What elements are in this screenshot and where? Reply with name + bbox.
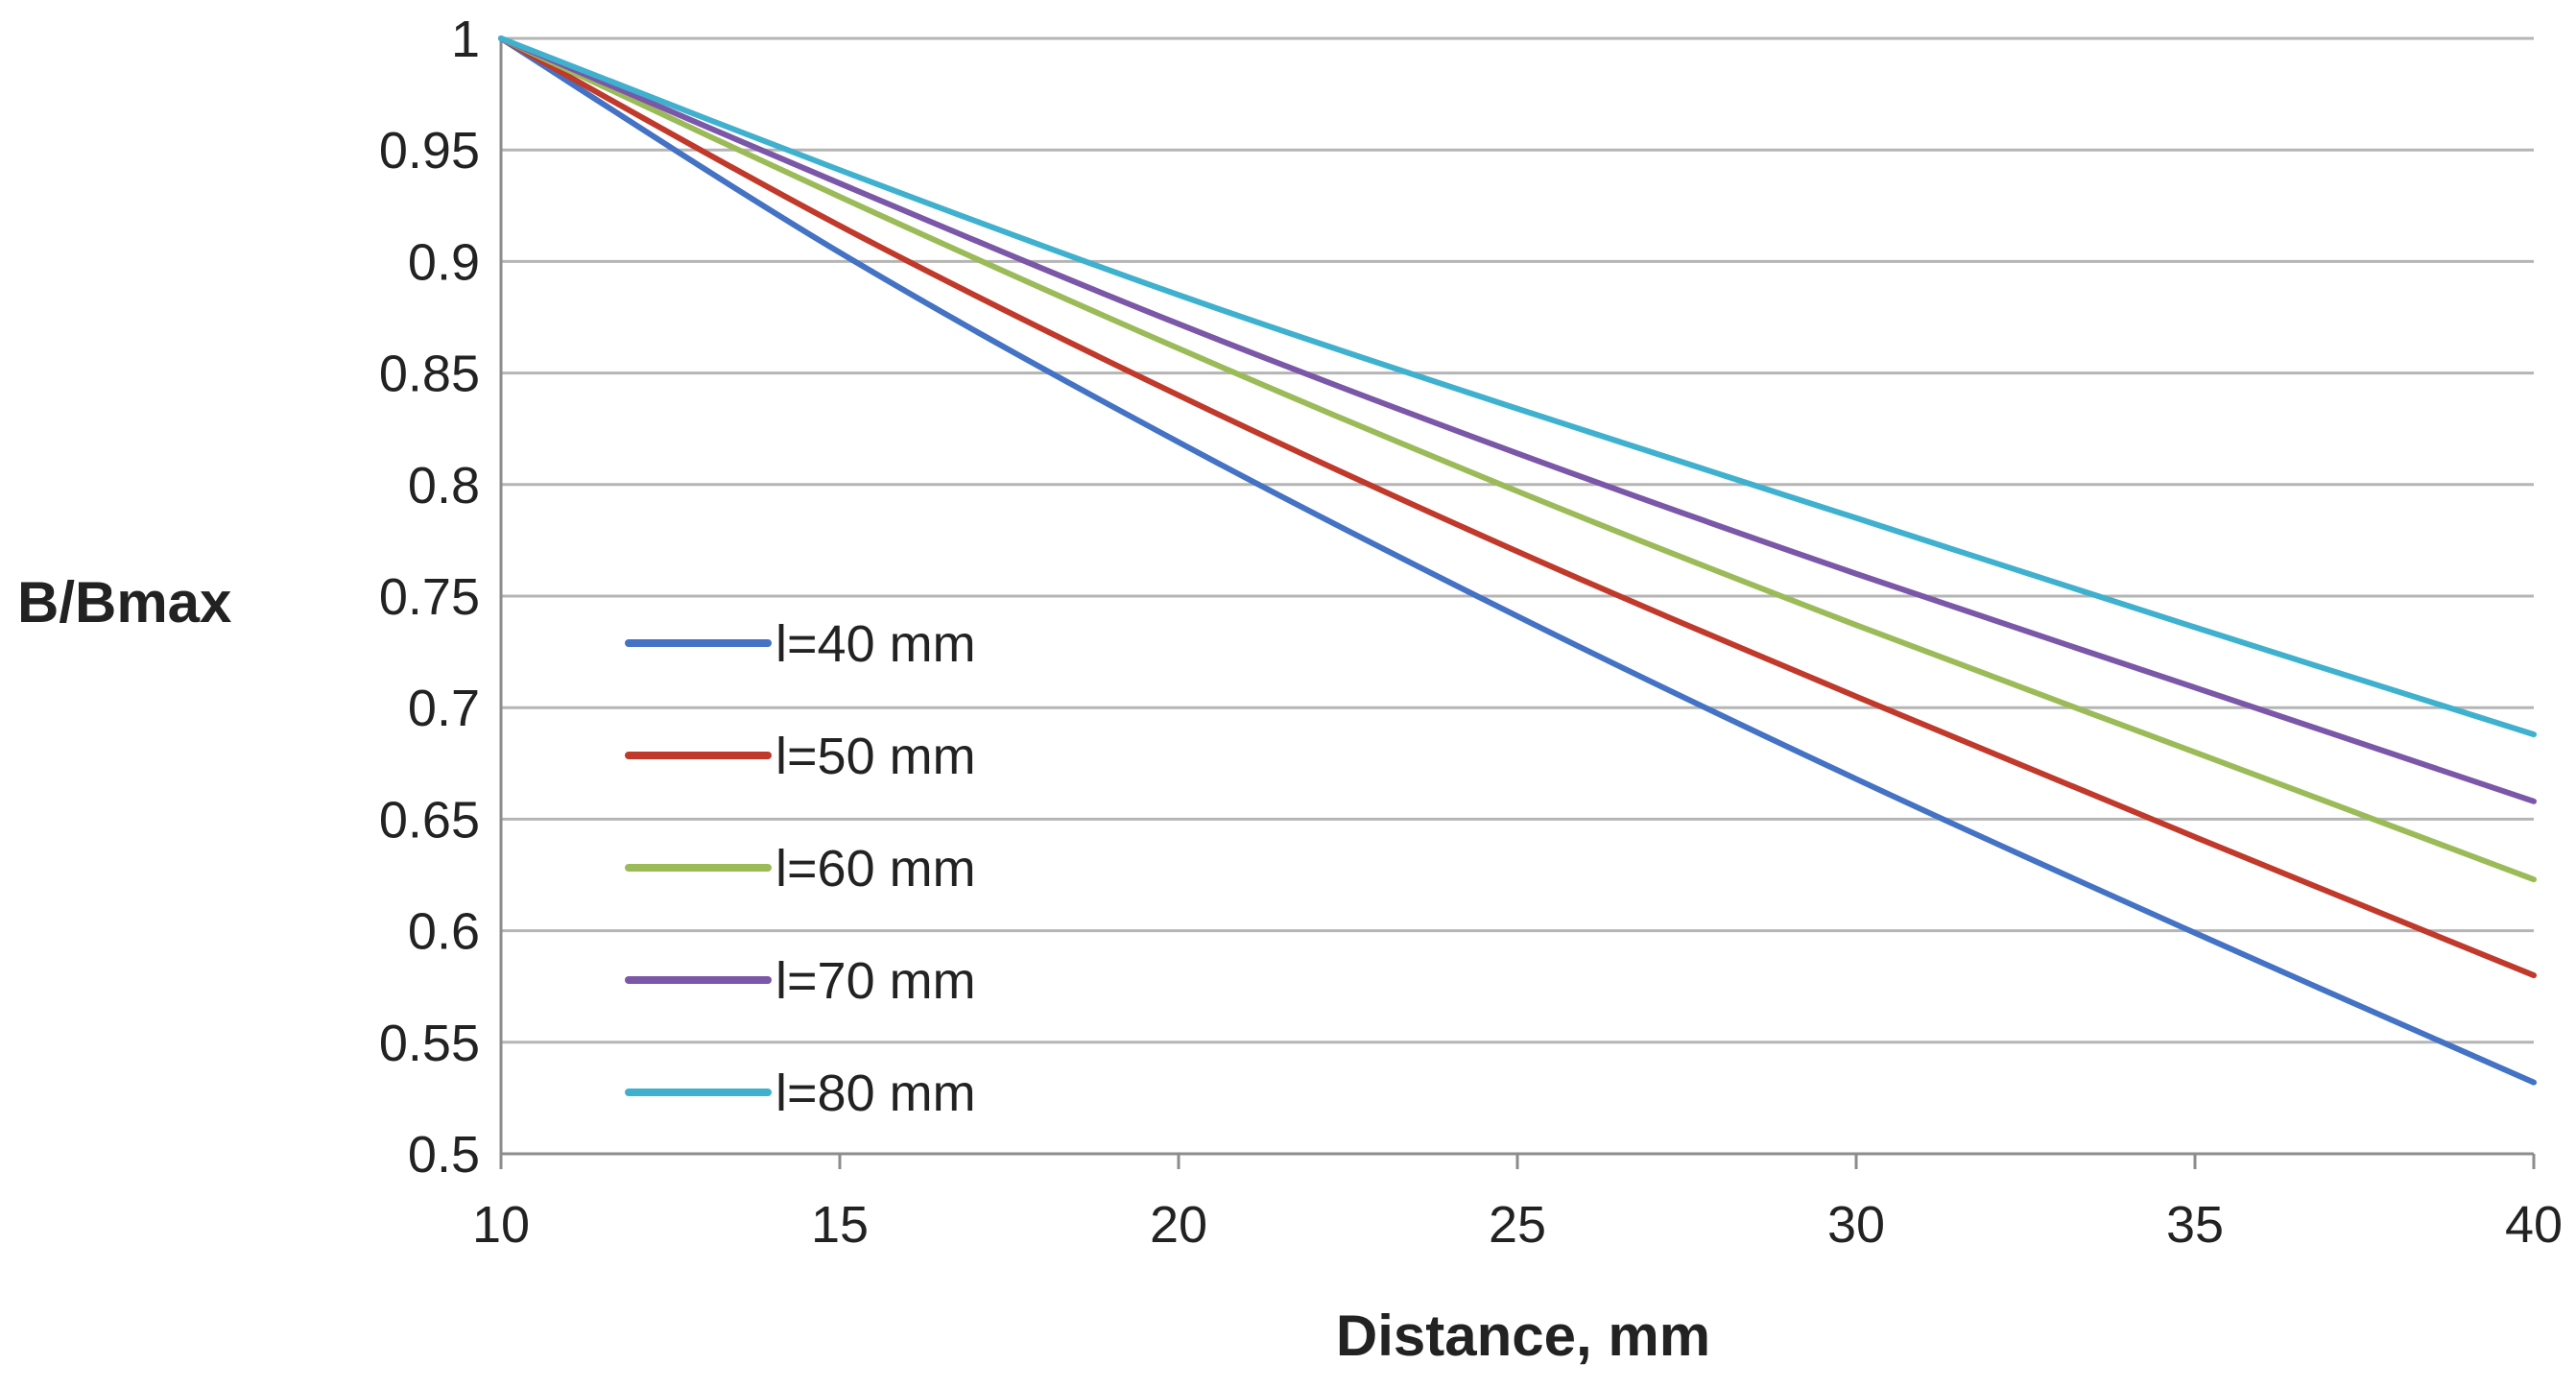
series-lines <box>498 36 2537 1086</box>
legend-item: l=50 mm <box>625 728 976 785</box>
legend-item: l=60 mm <box>625 840 976 897</box>
legend-label: l=50 mm <box>775 728 976 785</box>
x-tick-label: 40 <box>2505 1196 2563 1254</box>
series-line-l-50-mm <box>498 36 2537 979</box>
legend-label: l=60 mm <box>775 840 976 897</box>
y-tick-labels: 0.5 0.55 0.6 0.65 0.7 0.75 0.8 0.85 0.9 0.95 1 <box>379 11 480 1184</box>
legend-item: l=80 mm <box>625 1065 976 1122</box>
y-tick-label: 0.95 <box>379 122 480 179</box>
legend-item: l=70 mm <box>625 952 976 1010</box>
legend-label: l=70 mm <box>775 952 976 1010</box>
y-tick-label: 0.6 <box>408 903 480 961</box>
x-tick-label: 25 <box>1489 1196 1546 1254</box>
x-tick-label: 20 <box>1150 1196 1207 1254</box>
y-tick-label: 0.8 <box>408 457 480 515</box>
gridlines <box>501 36 2534 1044</box>
y-axis-title: B/Bmax <box>17 570 231 634</box>
series-line-l-40-mm <box>498 36 2537 1086</box>
legend: l=40 mm l=50 mm l=60 mm l=70 mm l=80 mm <box>625 615 976 1122</box>
y-tick-label: 0.65 <box>379 791 480 849</box>
x-tick-label: 10 <box>472 1196 530 1254</box>
y-tick-label: 0.55 <box>379 1015 480 1072</box>
axes <box>499 38 2536 1169</box>
series-line-l-70-mm <box>498 36 2537 804</box>
y-tick-label: 1 <box>451 11 480 68</box>
y-tick-label: 0.9 <box>408 233 480 291</box>
x-tick-label: 35 <box>2166 1196 2224 1254</box>
x-tick-labels: 10 15 20 25 30 35 40 <box>472 1196 2563 1254</box>
legend-label: l=80 mm <box>775 1065 976 1122</box>
x-tick-label: 30 <box>1827 1196 1885 1254</box>
legend-label: l=40 mm <box>775 615 976 673</box>
legend-item: l=40 mm <box>625 615 976 673</box>
y-tick-label: 0.5 <box>408 1126 480 1184</box>
x-axis-title: Distance, mm <box>1336 1304 1710 1368</box>
y-tick-label: 0.75 <box>379 568 480 626</box>
x-tick-label: 15 <box>811 1196 869 1254</box>
y-tick-label: 0.7 <box>408 680 480 737</box>
series-line-l-80-mm <box>498 36 2537 738</box>
y-tick-label: 0.85 <box>379 346 480 403</box>
series-line-l-60-mm <box>498 36 2537 883</box>
